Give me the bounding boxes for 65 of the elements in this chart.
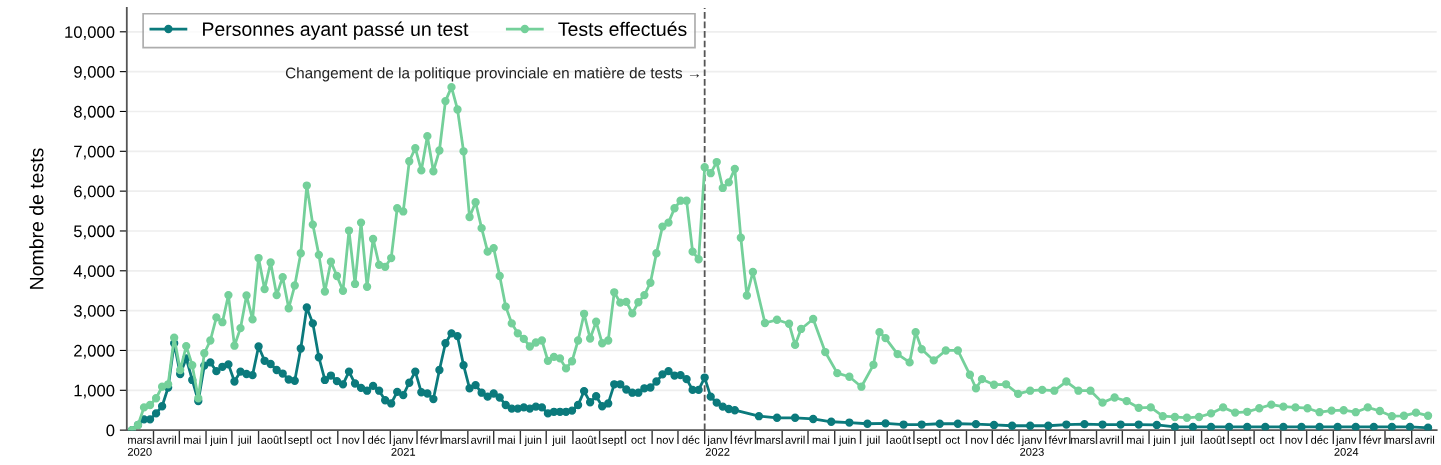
y-tick-label: 4,000 xyxy=(73,265,115,279)
x-tick-label: juil xyxy=(1180,435,1194,447)
x-tick-label: oct xyxy=(1260,436,1275,444)
x-tick-label: janv 2022 xyxy=(705,435,730,456)
legend-label: Tests effectués xyxy=(558,21,687,37)
x-tick-label: avril xyxy=(1414,435,1435,444)
x-tick-label: juil xyxy=(552,435,566,447)
x-tick-label: janv 2024 xyxy=(1334,435,1359,456)
x-tick-label: avril xyxy=(1099,435,1119,444)
y-axis-title: Nombre de tests xyxy=(29,148,44,289)
x-tick-label: déc xyxy=(368,435,386,444)
y-tick-label: 2,000 xyxy=(74,344,115,359)
x-tick-label: févr xyxy=(1048,435,1067,444)
x-tick-label: août xyxy=(261,435,283,444)
x-tick-label: mars xyxy=(756,437,781,444)
x-tick-label: févr xyxy=(734,435,753,444)
x-tick-label: août xyxy=(1204,435,1226,444)
x-tick-label: juin xyxy=(838,435,856,447)
x-tick-label: déc xyxy=(1311,435,1329,444)
x-tick-label: nov xyxy=(971,437,989,444)
x-tick-label: sept xyxy=(916,436,938,447)
x-tick-label: mai xyxy=(1127,435,1144,444)
x-tick-label: avril xyxy=(785,435,805,444)
y-tick-label: 5,000 xyxy=(73,225,115,240)
x-tick-label: mars xyxy=(1386,437,1410,444)
x-tick-label: déc xyxy=(996,435,1014,444)
y-tick-label: 6,000 xyxy=(74,185,115,200)
x-tick-label: nov xyxy=(656,437,674,444)
y-tick-label: 9,000 xyxy=(74,66,115,80)
x-tick-label: avril xyxy=(471,435,491,444)
x-tick-label: juin xyxy=(524,435,542,447)
y-tick-label: 0 xyxy=(106,424,115,437)
x-tick-label: mars xyxy=(442,437,467,444)
y-tick-label: 8,000 xyxy=(74,105,115,120)
x-tick-label: févr xyxy=(1362,435,1382,444)
x-tick-label: nov xyxy=(342,437,360,444)
x-tick-label: sept xyxy=(602,436,623,447)
x-tick-label: juil xyxy=(237,435,251,447)
x-tick-label: avril xyxy=(156,435,176,444)
y-tick-label: 1,000 xyxy=(74,384,115,399)
x-tick-label: févr xyxy=(419,435,439,444)
x-tick-label: oct xyxy=(631,436,646,444)
x-tick-label: janv 2023 xyxy=(1020,435,1044,456)
x-tick-label: mars xyxy=(1071,437,1095,444)
y-tick-label: 3,000 xyxy=(73,305,115,319)
x-tick-label: août xyxy=(575,435,597,444)
y-tick-label: 10,000 xyxy=(65,26,115,40)
x-tick-label: mai xyxy=(812,435,830,444)
x-tick-label: oct xyxy=(317,436,332,444)
x-tick-label: sept xyxy=(287,436,309,447)
y-tick-label: 7,000 xyxy=(74,145,115,160)
x-tick-label: mai xyxy=(184,435,201,444)
x-tick-label: août xyxy=(889,435,911,444)
ref-line-label: Changement de la politique provinciale en matière de tests → xyxy=(285,66,699,82)
x-tick-label: mars 2020 xyxy=(127,437,152,456)
x-tick-label: juin xyxy=(1153,435,1170,447)
x-tick-label: juil xyxy=(866,435,880,447)
x-tick-label: oct xyxy=(945,436,961,444)
legend-label: Personnes ayant passé un test xyxy=(203,21,469,40)
x-tick-label: nov xyxy=(1285,437,1303,444)
x-tick-label: sept xyxy=(1231,436,1252,447)
x-tick-label: janv 2021 xyxy=(391,435,416,456)
x-tick-label: déc xyxy=(682,435,700,444)
x-tick-label: mai xyxy=(498,435,515,444)
x-tick-label: juin xyxy=(210,435,227,447)
